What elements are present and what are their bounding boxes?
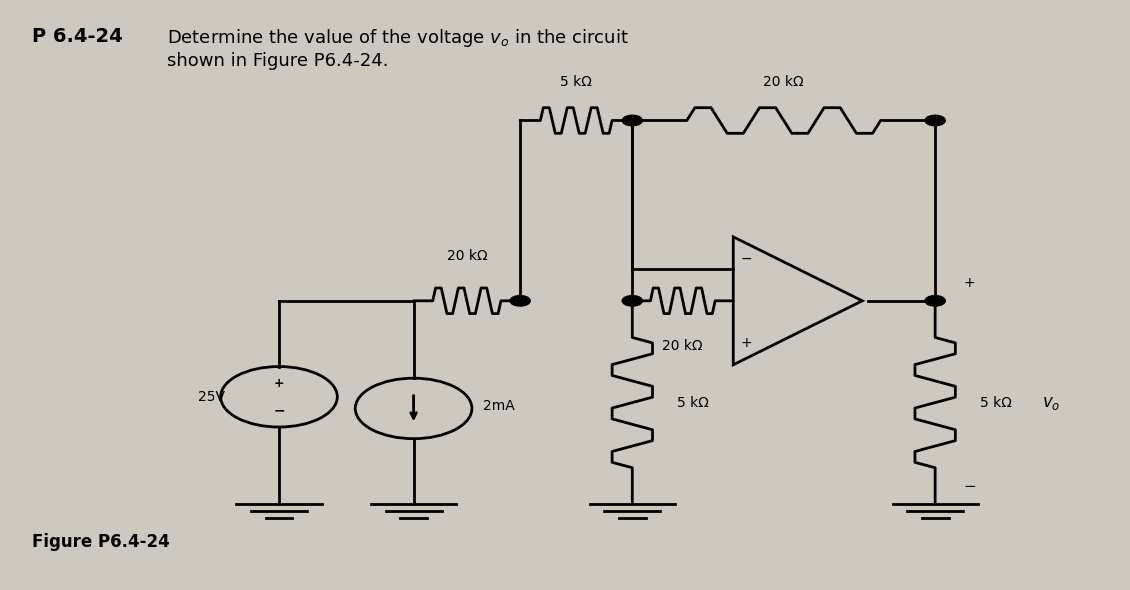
Text: 20 kΩ: 20 kΩ bbox=[764, 74, 805, 88]
Text: −: − bbox=[273, 404, 285, 417]
Text: Determine the value of the voltage $v_o$ in the circuit
shown in Figure P6.4-24.: Determine the value of the voltage $v_o$… bbox=[167, 27, 628, 70]
Text: 25V: 25V bbox=[198, 390, 225, 404]
Text: +: + bbox=[741, 336, 753, 350]
Text: $v_o$: $v_o$ bbox=[1042, 394, 1060, 412]
Text: 20 kΩ: 20 kΩ bbox=[662, 339, 703, 353]
Text: −: − bbox=[741, 252, 753, 266]
Text: P 6.4-24: P 6.4-24 bbox=[33, 27, 123, 47]
Text: 5 kΩ: 5 kΩ bbox=[560, 74, 592, 88]
Text: 2mA: 2mA bbox=[484, 398, 515, 412]
Text: 5 kΩ: 5 kΩ bbox=[980, 396, 1011, 409]
Circle shape bbox=[925, 115, 945, 126]
Text: Figure P6.4-24: Figure P6.4-24 bbox=[33, 533, 170, 551]
Text: 20 kΩ: 20 kΩ bbox=[446, 249, 487, 263]
Text: +: + bbox=[963, 276, 975, 290]
Text: −: − bbox=[963, 480, 976, 494]
Text: 5 kΩ: 5 kΩ bbox=[677, 396, 709, 409]
Circle shape bbox=[623, 296, 642, 306]
Circle shape bbox=[510, 296, 530, 306]
Circle shape bbox=[925, 296, 945, 306]
Circle shape bbox=[623, 115, 642, 126]
Text: +: + bbox=[273, 376, 285, 389]
